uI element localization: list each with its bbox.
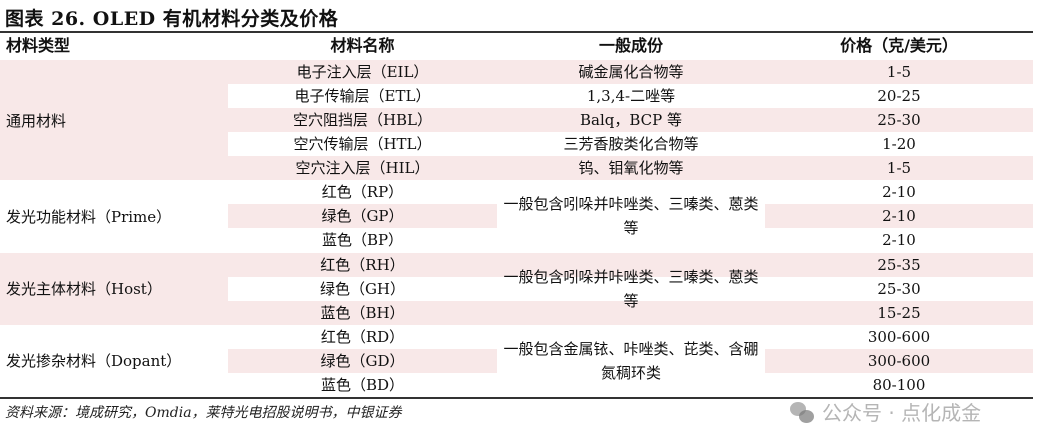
price-cell: 2-10 <box>882 183 916 202</box>
material-name: 红色（RD） <box>320 327 405 346</box>
price-cell: 300-600 <box>867 351 931 370</box>
component-cell-host: 一般包含吲哚并咔唑类、三嗪类、蒽类等 <box>497 253 765 325</box>
header-price: 价格（克/美元） <box>840 36 958 55</box>
price-cell: 2-10 <box>882 231 916 250</box>
material-name: 绿色（GP） <box>321 207 404 226</box>
group-cell-general: 通用材料 <box>0 60 228 181</box>
material-name: 空穴传输层（HTL） <box>293 135 432 154</box>
component-cell-etl: 1,3,4-二唑等 <box>586 87 676 106</box>
wechat-icon <box>790 402 816 424</box>
material-name: 红色（RH） <box>320 255 405 274</box>
price-cell: 25-30 <box>877 279 921 298</box>
component-text: 一般包含吲哚并咔唑类、三嗪类、蒽类等 <box>503 267 759 310</box>
watermark: 公众号 · 点化成金 <box>790 400 981 426</box>
price-cell: 15-25 <box>877 303 921 322</box>
watermark-text: 公众号 · 点化成金 <box>822 401 982 425</box>
component-text: 一般包含金属铱、咔唑类、芘类、含硼氮稠环类 <box>503 339 759 382</box>
material-name: 绿色（GH） <box>319 279 406 298</box>
group-cell-prime: 发光功能材料（Prime） <box>0 180 228 253</box>
figure-title: 图表 26. OLED 有机材料分类及价格 <box>5 8 339 30</box>
material-name: 空穴注入层（HIL） <box>295 159 430 178</box>
component-cell-hil: 钨、钼氧化物等 <box>578 159 684 178</box>
price-cell: 1-5 <box>886 159 912 178</box>
material-name: 蓝色（BP） <box>321 231 404 250</box>
price-cell: 80-100 <box>872 375 926 394</box>
component-cell-hbl: Balq，BCP 等 <box>579 111 682 130</box>
material-name: 蓝色（BD） <box>320 375 405 394</box>
material-name: 蓝色（BH） <box>320 303 405 322</box>
material-name: 红色（RP） <box>321 183 404 202</box>
price-cell: 1-20 <box>882 135 916 154</box>
price-cell: 25-30 <box>877 111 921 130</box>
component-cell-eil: 碱金属化合物等 <box>578 63 684 81</box>
component-text: 一般包含吲哚并咔唑类、三嗪类、蒽类等 <box>503 195 759 238</box>
price-cell: 2-10 <box>882 207 916 226</box>
group-cell-host: 发光主体材料（Host） <box>0 252 228 325</box>
top-rule <box>0 31 1033 33</box>
material-name: 绿色（GD） <box>320 351 405 370</box>
material-name: 空穴阻挡层（HBL） <box>292 111 433 130</box>
header-material-type: 材料类型 <box>6 36 71 55</box>
component-cell-htl: 三芳香胺类化合物等 <box>563 135 699 154</box>
group-cell-dopant: 发光掺杂材料（Dopant） <box>0 324 228 397</box>
price-cell: 25-35 <box>877 255 921 274</box>
bottom-rule <box>0 397 1033 399</box>
component-cell-dopant: 一般包含金属铱、咔唑类、芘类、含硼氮稠环类 <box>497 324 765 397</box>
material-name: 电子注入层（EIL） <box>296 63 429 81</box>
price-cell: 300-600 <box>867 327 931 346</box>
material-name: 电子传输层（ETL） <box>294 87 431 106</box>
header-components: 一般成份 <box>598 36 663 55</box>
header-material-name: 材料名称 <box>330 36 395 55</box>
price-cell: 1-5 <box>886 63 912 81</box>
price-cell: 20-25 <box>877 87 921 106</box>
component-cell-prime: 一般包含吲哚并咔唑类、三嗪类、蒽类等 <box>497 180 765 253</box>
source-note: 资料来源：境成研究，Omdia，莱特光电招股说明书，中银证券 <box>5 405 402 421</box>
